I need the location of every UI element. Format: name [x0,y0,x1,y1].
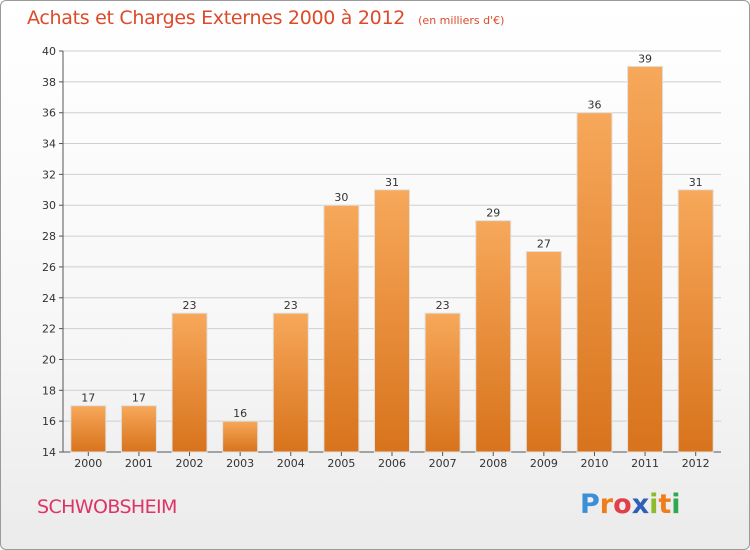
x-tick-label: 2012 [682,457,710,470]
y-tick-label: 36 [42,107,56,120]
bar-value-label: 39 [638,52,652,65]
x-tick-label: 2008 [479,457,507,470]
y-tick-label: 30 [42,199,56,212]
brand-letter: r [599,489,614,520]
bar [323,204,360,453]
x-tick-label: 2000 [74,457,102,470]
bar-value-label: 23 [284,299,298,312]
y-tick-label: 24 [42,292,56,305]
bar-value-label: 31 [689,176,703,189]
y-tick-label: 18 [42,384,56,397]
y-tick-label: 40 [42,45,56,58]
brand-letter: o [613,489,632,520]
chart-subtitle: (en milliers d'€) [418,14,505,27]
bar-value-label: 17 [81,392,95,405]
chart-title: Achats et Charges Externes 2000 à 2012 [27,7,406,29]
x-tick-label: 2009 [530,457,558,470]
commune-name: SCHWOBSHEIM [37,496,177,518]
x-tick-label: 2005 [327,457,355,470]
title-block: Achats et Charges Externes 2000 à 2012 (… [27,7,504,29]
bar-value-label: 23 [183,299,197,312]
y-tick-label: 38 [42,76,56,89]
y-tick-label: 26 [42,261,56,274]
bar-value-label: 27 [537,238,551,251]
x-tick-label: 2007 [429,457,457,470]
bar-value-label: 31 [385,176,399,189]
y-tick-label: 22 [42,323,56,336]
bar-value-label: 17 [132,392,146,405]
bar [576,112,613,453]
y-tick-label: 32 [42,168,56,181]
brand-logo: Proxiti [580,489,681,520]
bar-value-label: 29 [486,207,500,220]
x-tick-label: 2001 [125,457,153,470]
y-tick-label: 16 [42,415,56,428]
y-tick-label: 34 [42,138,56,151]
x-tick-label: 2003 [226,457,254,470]
brand-letter: x [631,489,650,520]
y-tick-label: 14 [42,446,56,459]
x-tick-label: 2004 [277,457,305,470]
bar [677,189,714,453]
brand-letter: i [649,489,659,520]
brand-letter: P [580,489,600,520]
bar-value-label: 36 [587,99,601,112]
bar [475,220,512,453]
x-tick-label: 2011 [631,457,659,470]
x-tick-label: 2010 [580,457,608,470]
x-tick-label: 2002 [176,457,204,470]
bar-value-label: 16 [233,407,247,420]
bar [70,405,107,453]
bar [374,189,410,453]
bar [120,405,157,453]
brand-letter: i [671,489,681,520]
bar [272,312,309,453]
bar [525,251,562,453]
y-tick-label: 28 [42,230,56,243]
bar [627,65,664,453]
bar [222,420,259,453]
bar [171,312,208,453]
bar [424,312,461,453]
bar-value-label: 23 [436,299,450,312]
brand-letter: t [658,489,672,520]
bar-value-label: 30 [334,191,348,204]
y-tick-label: 20 [42,353,56,366]
x-tick-label: 2006 [378,457,406,470]
